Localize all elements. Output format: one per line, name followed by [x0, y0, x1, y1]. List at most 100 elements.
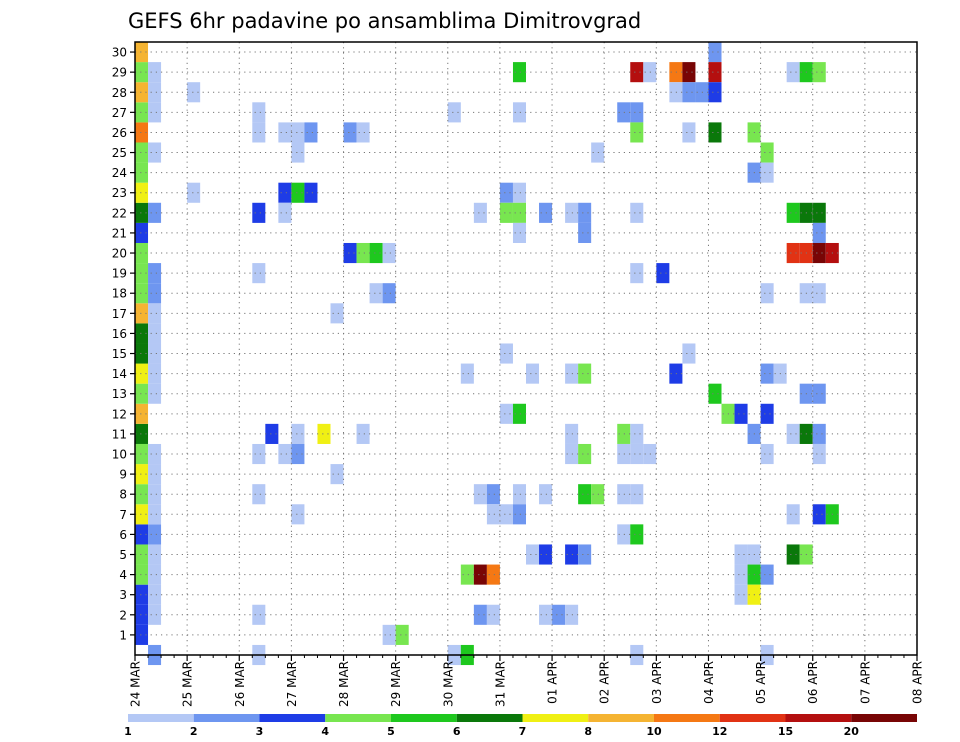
- heatmap-cell: [356, 242, 370, 264]
- heatmap-cell: [473, 484, 487, 505]
- heatmap-cell: [148, 82, 162, 103]
- heatmap-cell: [291, 142, 305, 163]
- heatmap-cell: [656, 263, 670, 284]
- x-tick-label: 24 MAR: [129, 661, 143, 707]
- heatmap-cell: [278, 122, 292, 143]
- legend-level-label: 12: [712, 725, 727, 738]
- heatmap-cell: [708, 42, 722, 63]
- heatmap-cell: [330, 464, 344, 485]
- x-tick-label: 29 MAR: [389, 661, 403, 707]
- x-tick-label: 03 APR: [650, 661, 664, 704]
- heatmap-cell: [291, 443, 305, 465]
- heatmap-cell: [343, 122, 357, 143]
- heatmap-cell: [252, 202, 266, 223]
- heatmap-cell: [278, 443, 292, 465]
- heatmap-cell: [135, 303, 149, 324]
- heatmap-cell: [148, 584, 162, 605]
- heatmap-cell: [135, 343, 149, 364]
- heatmap-cell: [539, 604, 553, 625]
- y-tick-label: 2: [119, 608, 127, 622]
- y-tick-label: 8: [119, 488, 127, 502]
- heatmap-cell: [148, 263, 162, 284]
- heatmap-cell: [760, 142, 774, 163]
- heatmap-cell: [369, 242, 383, 264]
- heatmap-cell: [734, 403, 748, 424]
- heatmap-cell: [812, 423, 826, 444]
- y-axis: 1234567891011121314151617181920212223242…: [112, 46, 135, 642]
- y-tick-label: 10: [112, 448, 127, 462]
- heatmap-cell: [135, 443, 149, 465]
- color-legend: 1 2 3 4 5 6 7 8 10 12 15 20: [124, 714, 917, 738]
- heatmap-cell: [135, 403, 149, 424]
- heatmap-cell: [812, 443, 826, 465]
- grid-layer: [135, 42, 917, 655]
- y-tick-label: 5: [119, 548, 127, 562]
- heatmap-cell: [578, 363, 592, 384]
- heatmap-cell: [539, 202, 553, 223]
- chart-title: GEFS 6hr padavine po ansamblima Dimitrov…: [128, 9, 641, 33]
- heatmap-cell: [148, 383, 162, 404]
- heatmap-cell: [565, 202, 579, 223]
- heatmap-cell: [812, 222, 826, 243]
- heatmap-cell: [252, 263, 266, 284]
- heatmap-cell: [148, 303, 162, 324]
- heatmap-cell: [135, 202, 149, 223]
- y-tick-label: 30: [112, 46, 127, 60]
- heatmap-cell: [682, 62, 696, 83]
- heatmap-cell: [252, 443, 266, 465]
- heatmap-cell: [291, 504, 305, 525]
- y-tick-label: 25: [112, 146, 127, 160]
- heatmap-cell: [135, 122, 149, 143]
- heatmap-cell: [135, 102, 149, 123]
- heatmap-cell: [734, 584, 748, 605]
- y-tick-label: 26: [112, 126, 127, 140]
- heatmap-cell: [708, 82, 722, 103]
- heatmap-cell: [187, 82, 201, 103]
- y-tick-label: 1: [119, 628, 127, 642]
- heatmap-cell: [499, 202, 513, 223]
- legend-swatch: [588, 714, 654, 722]
- heatmap-cell: [786, 544, 800, 565]
- heatmap-cell: [135, 464, 149, 485]
- heatmap-cell: [135, 504, 149, 525]
- x-tick-label: 06 APR: [806, 661, 820, 704]
- y-tick-label: 24: [112, 166, 127, 180]
- heatmap-cell: [630, 524, 644, 545]
- heatmap-cell: [135, 162, 149, 183]
- heatmap-cell: [512, 504, 526, 525]
- heatmap-cell: [565, 604, 579, 625]
- heatmap-cell: [135, 62, 149, 83]
- legend-swatch: [654, 714, 720, 722]
- heatmap-cell: [473, 604, 487, 625]
- heatmap-cell: [565, 443, 579, 465]
- heatmap-cell: [252, 102, 266, 123]
- heatmap-cell: [148, 564, 162, 585]
- legend-swatch: [325, 714, 391, 722]
- heatmap-cell: [812, 283, 826, 304]
- heatmap-cell: [460, 564, 474, 585]
- heatmap-cell: [148, 142, 162, 163]
- heatmap-cell: [578, 484, 592, 505]
- heatmap-cell: [760, 283, 774, 304]
- heatmap-cell: [682, 343, 696, 364]
- x-tick-label: 31 MAR: [493, 661, 507, 707]
- legend-swatch: [719, 714, 786, 722]
- heatmap-cell: [539, 544, 553, 565]
- heatmap-cell: [304, 182, 318, 203]
- x-axis: 24 MAR 25 MAR 26 MAR 27 MAR 28 MAR 29 MAR 30 M…: [129, 655, 925, 707]
- heatmap-cell: [135, 142, 149, 163]
- heatmap-cell: [512, 484, 526, 505]
- legend-level-label: 1: [124, 725, 132, 738]
- legend-level-label: 15: [778, 725, 793, 738]
- x-tick-label: 04 APR: [702, 661, 716, 704]
- heatmap-cell: [135, 323, 149, 344]
- heatmap-cell: [708, 383, 722, 404]
- heatmap-cell: [565, 423, 579, 444]
- heatmap-cell: [135, 544, 149, 565]
- y-tick-label: 17: [112, 307, 127, 321]
- heatmap-cell: [135, 584, 149, 605]
- x-tick-label: 27 MAR: [285, 661, 299, 707]
- heatmap-cell: [135, 564, 149, 585]
- heatmap-cell: [278, 182, 292, 203]
- heatmap-cell: [135, 263, 149, 284]
